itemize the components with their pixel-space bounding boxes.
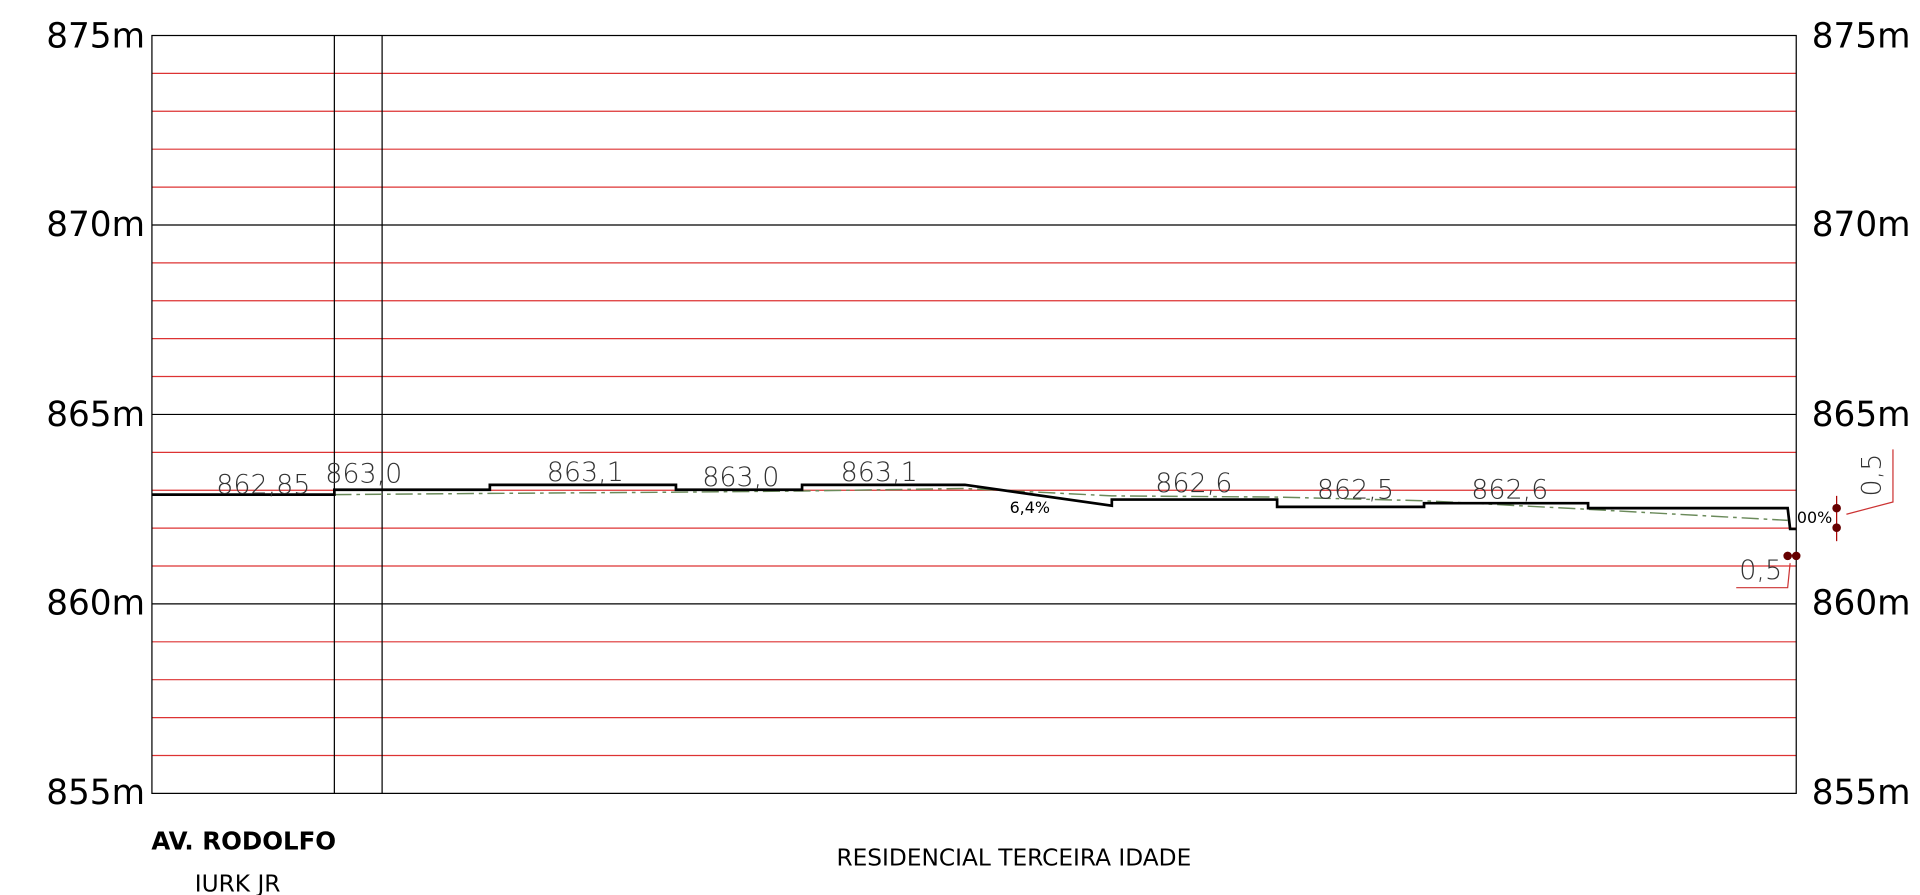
axis-label: 870m — [1812, 205, 1911, 245]
axis-label: 865m — [1812, 395, 1911, 435]
axis-label: 865m — [46, 395, 145, 435]
elevation-label: 863,1 — [841, 457, 918, 488]
elevation-label: 862,5 — [1317, 474, 1394, 505]
elevation-label: 862,85 — [216, 469, 310, 500]
street-name: AV. RODOLFO — [151, 827, 336, 856]
marker — [1783, 551, 1792, 561]
profile-line — [151, 483, 1797, 531]
elevation-label: 862,6 — [1471, 474, 1548, 505]
elevation-label: 863,0 — [325, 458, 402, 489]
slope-label: 00% — [1797, 508, 1832, 527]
axis-label: 870m — [46, 205, 145, 245]
street-name: IURK JR — [195, 870, 281, 895]
axis-label: 860m — [46, 583, 145, 623]
elevation-label: 863,1 — [547, 457, 624, 488]
dimension-label: 0,5 — [1857, 454, 1888, 497]
marker — [1791, 551, 1801, 561]
leader — [1846, 449, 1894, 515]
axis-label: 855m — [46, 773, 145, 813]
elevation-label: 863,0 — [702, 462, 779, 493]
slope-label: 6,4% — [1010, 498, 1050, 517]
elevation-label: 862,6 — [1155, 468, 1232, 499]
frame — [151, 34, 1797, 794]
dimension-label: 0,5 — [1739, 555, 1782, 586]
axis-label: 875m — [1812, 16, 1911, 56]
site-label: RESIDENCIAL TERCEIRA IDADE — [836, 845, 1191, 872]
grid — [151, 72, 1797, 757]
leader — [1736, 563, 1791, 589]
axis-label: 855m — [1812, 773, 1911, 813]
marker — [1832, 523, 1841, 532]
axis-label: 875m — [46, 16, 145, 56]
axis-label: 860m — [1812, 583, 1911, 623]
natural-ground — [334, 487, 1788, 522]
marker — [1832, 503, 1841, 513]
